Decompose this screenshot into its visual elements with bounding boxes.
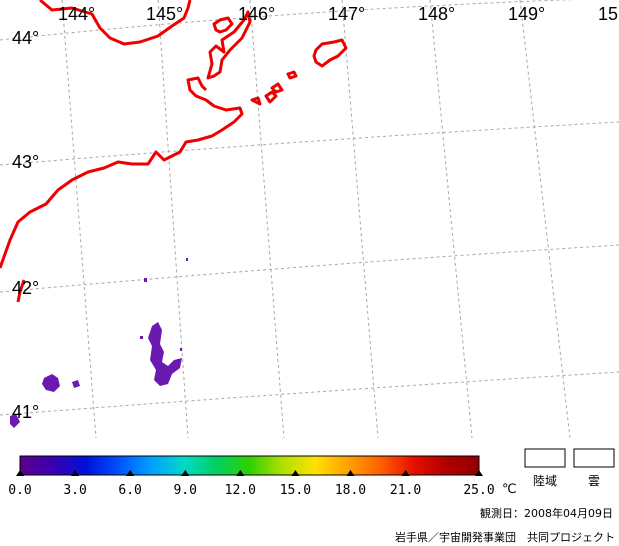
sst-patch-west-1 bbox=[42, 374, 60, 392]
hokkaido-east-coast bbox=[39, 0, 192, 46]
shiretoko-peninsula bbox=[206, 10, 252, 80]
colorbar-tick-label: 3.0 bbox=[63, 483, 86, 498]
colorbar-tick-mark bbox=[126, 470, 135, 476]
sst-speck-2 bbox=[186, 258, 188, 261]
colorbar-tick-label: 12.0 bbox=[225, 483, 256, 498]
colorbar-tick-mark bbox=[181, 470, 190, 476]
colorbar-tick-mark bbox=[16, 470, 24, 476]
graticule bbox=[0, 0, 619, 439]
lon-label-149: 149° bbox=[508, 4, 545, 24]
longitude-line-148 bbox=[429, 0, 473, 439]
colorbar-tick-label: 21.0 bbox=[390, 483, 421, 498]
lon-label-148: 148° bbox=[418, 4, 455, 24]
colorbar-bar bbox=[19, 455, 480, 476]
lat-label-44: 44° bbox=[12, 28, 39, 48]
longitude-line-146 bbox=[249, 0, 285, 439]
sst-patch-main bbox=[148, 322, 182, 386]
lat-label-43: 43° bbox=[12, 152, 39, 172]
credit-line: 岩手県／宇宙開発事業団 共同プロジェクト bbox=[395, 531, 615, 544]
colorbar-tick-label: 9.0 bbox=[173, 483, 196, 498]
sst-patch-west-2 bbox=[72, 380, 80, 388]
latitude-labels: 44° 43° 42° 41° bbox=[12, 28, 39, 422]
sst-speck-4 bbox=[180, 348, 182, 351]
latitude-line-41 bbox=[0, 371, 619, 416]
sst-speck-1 bbox=[144, 278, 147, 282]
colorbar: 0.0 3.0 6.0 9.0 12.0 15.0 18.0 21.0 25.0 ℃ bbox=[8, 455, 517, 498]
land-legend-box bbox=[524, 448, 566, 468]
sst-pixels bbox=[10, 258, 188, 428]
colorbar-tick-label: 0.0 bbox=[8, 483, 31, 498]
colorbar-tick-label: 18.0 bbox=[335, 483, 366, 498]
colorbar-unit: ℃ bbox=[502, 482, 517, 497]
small-islet bbox=[286, 70, 298, 80]
longitude-line-149 bbox=[519, 0, 571, 439]
coastline bbox=[0, 0, 348, 303]
colorbar-tick-mark bbox=[401, 470, 410, 476]
colorbar-tick-label: 6.0 bbox=[118, 483, 141, 498]
land-legend-label: 陸域 bbox=[533, 474, 557, 488]
colorbar-ticks: 0.0 3.0 6.0 9.0 12.0 15.0 18.0 21.0 25.0 bbox=[8, 470, 495, 498]
kunashiri-island bbox=[212, 16, 234, 34]
cloud-legend-label: 雲 bbox=[588, 474, 600, 488]
cloud-legend-box bbox=[573, 448, 615, 468]
mask-legend: 陸域 雲 bbox=[524, 448, 615, 488]
colorbar-tick-mark bbox=[475, 470, 483, 476]
sst-speck-3 bbox=[140, 336, 143, 339]
longitude-line-147 bbox=[341, 0, 379, 439]
lat-label-42: 42° bbox=[12, 278, 39, 298]
etorofu-island bbox=[312, 38, 348, 68]
colorbar-tick-mark bbox=[291, 470, 300, 476]
colorbar-tick-mark bbox=[346, 470, 355, 476]
colorbar-tick-label: 25.0 bbox=[463, 483, 494, 498]
habomai-islet-2 bbox=[264, 90, 278, 104]
lon-label-150: 15 bbox=[598, 4, 618, 24]
lat-label-41: 41° bbox=[12, 402, 39, 422]
colorbar-tick-mark bbox=[236, 470, 245, 476]
latitude-line-42 bbox=[0, 244, 619, 293]
lon-label-144: 144° bbox=[58, 4, 95, 24]
longitude-line-145 bbox=[157, 0, 189, 439]
habomai-islet-1 bbox=[250, 96, 262, 106]
colorbar-tick-mark bbox=[71, 470, 80, 476]
hokkaido-pacific-coast bbox=[0, 76, 244, 303]
latitude-line-44 bbox=[0, 0, 575, 41]
sst-patch-southwest bbox=[10, 414, 20, 428]
observation-date: 観測日：2008年04月09日 bbox=[480, 507, 613, 520]
lon-label-146: 146° bbox=[238, 4, 275, 24]
latitude-line-43 bbox=[0, 121, 619, 166]
longitude-line-144 bbox=[61, 0, 97, 439]
shikotan-island bbox=[270, 82, 284, 94]
longitude-labels: 144° 145° 146° 147° 148° 149° 15 bbox=[58, 4, 618, 24]
colorbar-tick-label: 15.0 bbox=[280, 483, 311, 498]
lon-label-147: 147° bbox=[328, 4, 365, 24]
lon-label-145: 145° bbox=[146, 4, 183, 24]
